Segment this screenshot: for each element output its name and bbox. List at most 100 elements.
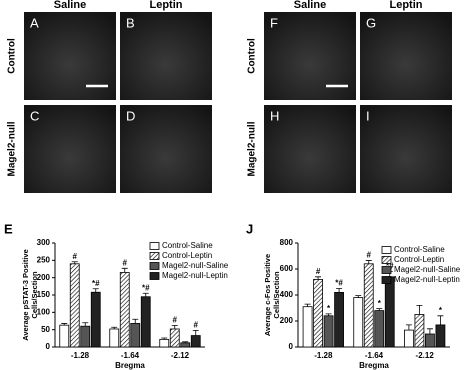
micrograph <box>120 12 212 100</box>
significance-mark: * <box>378 299 382 308</box>
error-bar <box>92 288 99 293</box>
micrograph <box>120 105 212 193</box>
significance-mark: # <box>367 251 372 260</box>
significance-mark: # <box>194 320 199 329</box>
panel-letter: A <box>30 15 39 30</box>
legend-label: Magel2-null-Saline <box>162 261 229 270</box>
x-tick-label: -1.28 <box>314 351 333 360</box>
legend-swatch <box>149 252 160 260</box>
y-axis-label: Cells/Section <box>272 271 281 319</box>
error-bar <box>192 329 199 336</box>
panel-letter: G <box>366 15 376 30</box>
y-tick-label: 400 <box>280 290 294 299</box>
legend-swatch <box>381 246 392 254</box>
bar <box>159 338 170 348</box>
panel-letter: C <box>30 108 39 123</box>
legend-swatch <box>381 276 392 284</box>
error-bar <box>171 325 178 329</box>
micrograph <box>264 105 356 193</box>
panel-letter: I <box>366 108 370 123</box>
bar <box>190 335 201 348</box>
bar <box>363 263 374 348</box>
y-tick-label: 100 <box>37 307 51 316</box>
x-axis-label: Bregma <box>115 361 145 370</box>
y-tick-label: 200 <box>280 316 294 325</box>
column-header: Leptin <box>150 0 183 11</box>
bar <box>119 272 130 348</box>
legend-label: Control-Saline <box>394 245 445 254</box>
panel-label: E <box>4 221 13 236</box>
panel-letter: D <box>126 108 135 123</box>
bar <box>353 297 364 348</box>
error-bar <box>304 303 311 307</box>
bar <box>374 310 385 348</box>
legend-label: Magel2-null-Leptin <box>394 275 460 284</box>
error-bar <box>405 324 412 331</box>
x-tick-label: -1.64 <box>121 351 140 360</box>
x-tick-label: -1.64 <box>365 351 384 360</box>
row-label: Control <box>247 38 258 74</box>
legend-label: Control-Leptin <box>162 251 212 260</box>
error-bar <box>376 308 383 311</box>
legend-label: Magel2-null-Leptin <box>162 271 228 280</box>
y-axis-label: Cells/Section <box>30 271 39 319</box>
y-tick-label: 300 <box>37 238 51 247</box>
y-tick-label: 250 <box>37 255 51 264</box>
micrograph <box>24 105 116 193</box>
x-axis-label: Bregma <box>359 361 389 370</box>
legend-label: Control-Leptin <box>394 255 444 264</box>
error-bar <box>336 288 343 293</box>
error-bar <box>416 305 423 315</box>
bar <box>313 278 323 348</box>
bar <box>384 276 395 348</box>
y-tick-label: 600 <box>280 264 294 273</box>
y-tick-label: 0 <box>46 342 51 351</box>
y-axis-label: Average c-Fos Positive <box>263 254 272 336</box>
y-axis-label: Average pSTAT-3 Positive <box>21 249 30 341</box>
bar <box>334 291 344 348</box>
legend-label: Control-Saline <box>162 241 213 250</box>
significance-mark: # <box>173 316 178 325</box>
row-label: Control <box>7 38 18 74</box>
error-bar <box>426 328 433 334</box>
legend-swatch <box>149 272 160 280</box>
y-tick-label: 200 <box>37 273 51 282</box>
error-bar <box>121 267 128 273</box>
panel-letter: F <box>270 15 278 30</box>
y-tick-label: 0 <box>289 342 294 351</box>
y-tick-label: 800 <box>280 238 294 247</box>
panel-letter: B <box>126 15 135 30</box>
error-bar <box>325 313 332 316</box>
bar <box>302 306 313 348</box>
error-bar <box>437 315 444 325</box>
bar <box>425 333 435 348</box>
bar <box>140 296 151 348</box>
significance-mark: # <box>316 267 321 276</box>
x-tick-label: -2.12 <box>416 351 435 360</box>
error-bar <box>161 337 168 340</box>
bar <box>323 315 334 348</box>
bar <box>435 324 446 348</box>
error-bar <box>71 261 78 264</box>
legend-swatch <box>381 266 392 274</box>
panel-letter: H <box>270 108 279 123</box>
error-bar <box>61 323 68 326</box>
legend-label: Magel2-null-Saline <box>394 265 461 274</box>
panel-label: J <box>246 221 253 236</box>
bar <box>109 328 120 348</box>
legend-swatch <box>381 256 392 264</box>
significance-mark: *# <box>335 279 343 288</box>
bar <box>169 328 180 348</box>
error-bar <box>355 295 362 298</box>
micrograph <box>360 105 452 193</box>
significance-mark: *# <box>92 279 100 288</box>
error-bar <box>111 326 118 329</box>
column-header: Saline <box>54 0 86 11</box>
x-tick-label: -2.12 <box>171 351 190 360</box>
row-label: Magel2-null <box>247 121 258 176</box>
significance-mark: *# <box>142 283 150 292</box>
bar <box>414 314 425 348</box>
legend-swatch <box>149 262 160 270</box>
x-tick-label: -1.28 <box>71 351 90 360</box>
y-tick-label: 150 <box>37 290 51 299</box>
